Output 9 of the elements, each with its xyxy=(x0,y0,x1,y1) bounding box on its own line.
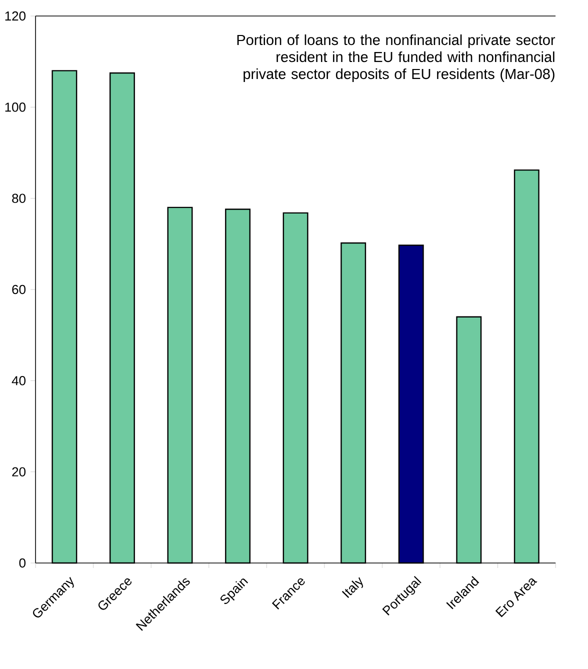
y-tick-label: 120 xyxy=(5,11,26,21)
y-tick-label: 100 xyxy=(5,102,26,112)
y-tick-label: 80 xyxy=(12,194,26,203)
y-tick-label: 0 xyxy=(19,558,26,568)
y-tick-label: 20 xyxy=(12,467,26,476)
x-tick-label: Italy xyxy=(342,577,363,598)
text: Portion of loans to the nonfinancial private sector resident in the EU funded with nonfinancial private sector deposits of EU residents (Mar-08) xyxy=(237,34,555,82)
y-tick-label: 40 xyxy=(12,376,26,386)
y-tick-label: 60 xyxy=(12,284,26,294)
